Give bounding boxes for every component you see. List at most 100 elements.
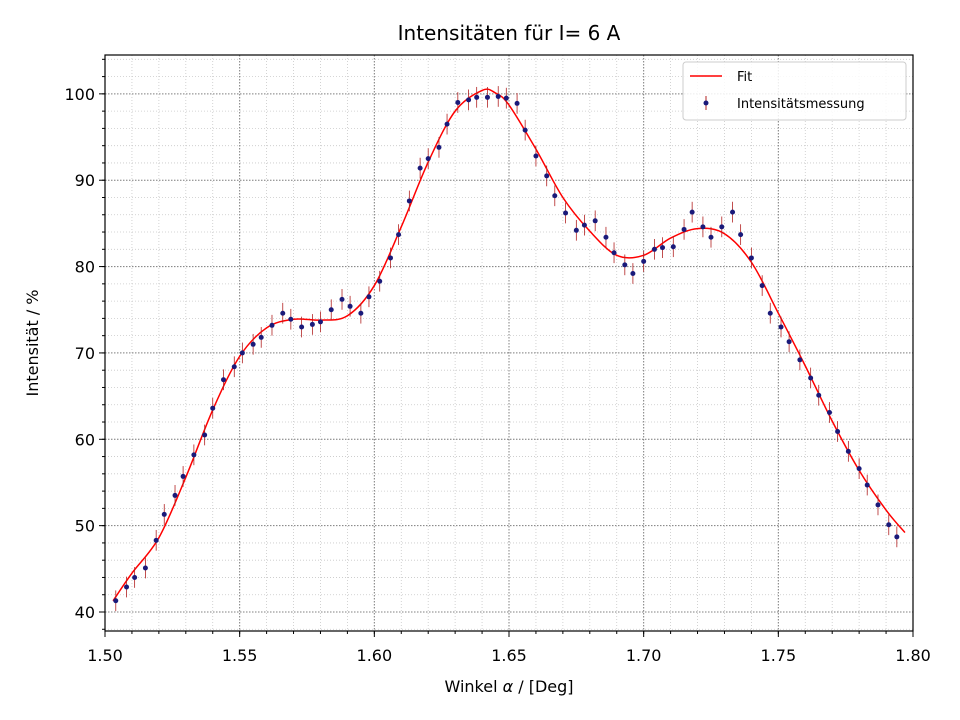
data-point [387, 247, 393, 269]
data-point [328, 299, 334, 321]
y-tick-label: 100 [64, 85, 95, 104]
x-axis-label-suffix: / [Deg] [513, 677, 573, 696]
data-point-marker [660, 245, 666, 251]
data-point [808, 367, 814, 389]
data-point [835, 421, 841, 442]
data-point [495, 86, 501, 107]
legend-fit-label: Fit [737, 70, 752, 85]
data-point-marker [719, 224, 725, 230]
data-point [630, 263, 636, 284]
y-tick-label: 80 [75, 258, 95, 277]
data-point [425, 148, 431, 169]
data-point-marker [221, 377, 227, 383]
data-point-marker [269, 322, 275, 328]
data-point [180, 466, 186, 487]
data-point-marker [581, 222, 587, 228]
data-point-marker [328, 307, 334, 313]
data-point-marker [142, 565, 148, 571]
data-point-marker [358, 310, 364, 316]
data-point [573, 219, 579, 241]
data-point-marker [444, 121, 450, 127]
data-point [172, 485, 178, 506]
data-point-marker [786, 339, 792, 345]
data-point [845, 441, 851, 462]
data-point [581, 214, 587, 236]
data-point-marker [309, 321, 315, 327]
data-point-marker [864, 482, 870, 488]
data-point-marker [835, 429, 841, 435]
data-point-marker [738, 232, 744, 238]
data-point-marker [231, 364, 237, 370]
data-point [778, 316, 784, 338]
data-point-marker [759, 283, 765, 289]
measurement-series [113, 86, 900, 612]
data-point [864, 474, 870, 496]
data-point [767, 302, 773, 324]
data-point [142, 557, 148, 579]
data-point [611, 242, 617, 264]
data-point-marker [689, 209, 695, 215]
data-point-marker [522, 127, 528, 133]
data-point-marker [641, 258, 647, 264]
data-point-marker [514, 100, 520, 106]
data-point [132, 567, 138, 588]
data-point [377, 270, 383, 292]
data-point [339, 289, 345, 310]
data-point [681, 219, 687, 240]
data-point-marker [533, 153, 539, 159]
data-point-marker [180, 473, 186, 479]
data-point [651, 238, 657, 260]
y-axis-label: Intensität / % [23, 289, 42, 396]
data-point-marker [495, 93, 501, 99]
data-point [444, 113, 450, 135]
data-point-marker [730, 209, 736, 215]
data-point-marker [700, 224, 706, 230]
x-tick-label: 1.55 [222, 646, 258, 665]
data-point [317, 311, 323, 333]
data-point-marker [592, 218, 598, 224]
data-point-marker [153, 537, 159, 543]
data-point-marker [827, 410, 833, 416]
data-point [358, 302, 364, 324]
data-point-marker [425, 156, 431, 162]
data-point-marker [563, 210, 569, 216]
data-point-marker [544, 173, 550, 179]
y-tick-labels: 40 50 60 70 80 90 100 [64, 85, 95, 622]
data-point-marker [202, 432, 208, 438]
data-point [670, 236, 676, 258]
x-tick-label: 1.65 [491, 646, 527, 665]
data-point-marker [299, 324, 305, 330]
data-point-marker [258, 334, 264, 340]
data-point-marker [347, 303, 353, 309]
data-point [603, 226, 609, 248]
data-point [522, 119, 528, 141]
data-point [827, 402, 833, 423]
x-axis-label-prefix: Winkel [444, 677, 502, 696]
data-point [484, 86, 490, 108]
data-point-marker [466, 97, 472, 103]
data-point [748, 247, 754, 269]
data-point-marker [886, 522, 892, 528]
data-point-marker [210, 405, 216, 411]
data-point-marker [630, 270, 636, 276]
legend-measurement-label: Intensitätsmessung [737, 97, 865, 112]
data-point-marker [366, 294, 372, 300]
legend-box [682, 61, 907, 121]
data-point [299, 316, 305, 338]
data-point-marker [748, 255, 754, 261]
data-point-marker [436, 144, 442, 150]
data-point-marker [474, 94, 480, 100]
data-point [113, 590, 119, 612]
data-point [514, 92, 520, 114]
data-point-marker [239, 350, 245, 356]
data-point-marker [808, 375, 814, 381]
axis-ticks [99, 58, 914, 637]
data-point [202, 424, 208, 446]
data-point [759, 275, 765, 296]
data-point [288, 308, 294, 330]
data-point [719, 216, 725, 238]
data-point-marker [681, 226, 687, 232]
data-point [124, 576, 130, 598]
data-point [592, 210, 598, 232]
